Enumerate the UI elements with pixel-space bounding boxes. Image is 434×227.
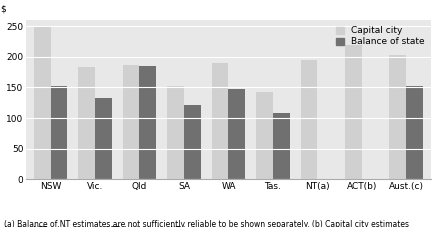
Bar xyxy=(50,86,67,179)
Bar xyxy=(300,60,317,179)
Bar xyxy=(211,63,228,179)
Bar xyxy=(272,113,289,179)
Bar xyxy=(33,26,50,179)
Text: (a) Balance of NT estimates are not sufficiently reliable to be shown separately: (a) Balance of NT estimates are not suff… xyxy=(4,220,408,227)
Legend: Capital city, Balance of state: Capital city, Balance of state xyxy=(334,25,425,48)
Bar xyxy=(405,86,422,179)
Bar xyxy=(344,45,361,179)
Bar xyxy=(184,105,201,179)
Bar xyxy=(388,55,405,179)
Text: $: $ xyxy=(0,5,6,14)
Bar xyxy=(95,98,112,179)
Bar xyxy=(122,65,139,179)
Bar xyxy=(256,92,272,179)
Bar xyxy=(167,86,184,179)
Bar xyxy=(228,89,245,179)
Bar xyxy=(78,67,95,179)
Text: for the ACT relate to total ACT. (c) Includes NT balance.: for the ACT relate to total ACT. (c) Inc… xyxy=(4,226,215,227)
Bar xyxy=(139,66,156,179)
